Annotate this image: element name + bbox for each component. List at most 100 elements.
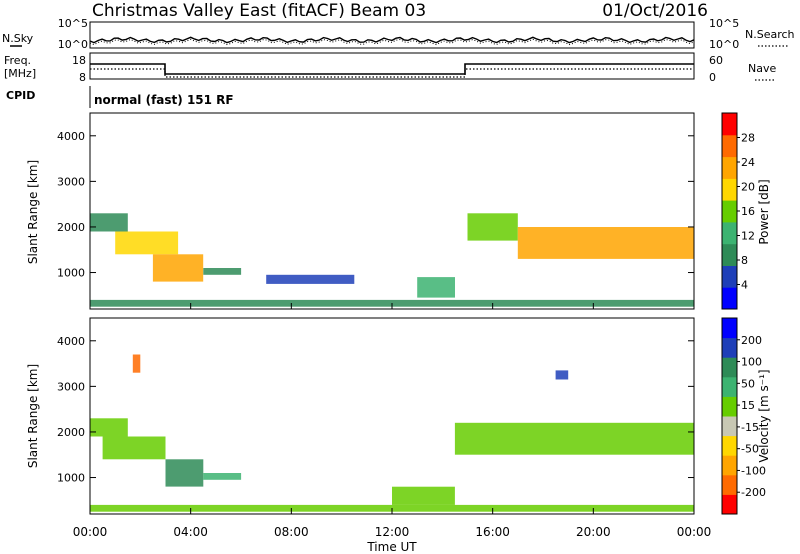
x-tick-label: 08:00	[274, 525, 309, 539]
y-tick-label: 3000	[57, 380, 85, 393]
noise-search-trace	[89, 38, 695, 46]
heatmap-region-5	[555, 370, 569, 380]
noise-left-tick-bottom: 10^0	[58, 38, 88, 51]
y-tick-label: 2000	[57, 426, 85, 439]
velocity-axes: 1000 2000 3000 4000	[57, 335, 694, 485]
heatmap-region-1	[115, 231, 179, 255]
power-heatmap-cells	[90, 213, 694, 307]
freq-left-unit: [MHz]	[4, 67, 36, 80]
heatmap-region-1	[102, 436, 166, 460]
x-tick-label: 20:00	[576, 525, 611, 539]
y-tick-label: 3000	[57, 175, 85, 188]
colorbar-tick-label: 15	[741, 399, 755, 412]
nave-tick-bottom: 0	[709, 71, 716, 84]
x-tick-label: 00:00	[73, 525, 108, 539]
x-tick-label: 04:00	[173, 525, 208, 539]
x-tick-label: 16:00	[475, 525, 510, 539]
x-axis-label: Time UT	[366, 540, 417, 554]
colorbar-swatch	[722, 396, 737, 417]
noise-right-tick-top: 10^5	[709, 17, 739, 30]
colorbar-swatch	[722, 221, 737, 245]
heatmap-region-6	[454, 422, 694, 455]
velocity-heatmap-cells	[90, 354, 694, 512]
colorbar-tick-label: -100	[741, 464, 766, 477]
heatmap-region-2	[152, 254, 204, 282]
colorbar-swatch	[722, 416, 737, 437]
heatmap-region-3	[203, 473, 242, 480]
colorbar-swatch	[722, 156, 737, 179]
colorbar-tick-label: 8	[741, 254, 748, 267]
heatmap-region-7	[392, 486, 455, 505]
noise-left-label: N.Sky	[2, 32, 34, 45]
heatmap-region-4	[132, 354, 141, 373]
colorbar-frame	[721, 317, 738, 515]
heatmap-region-3	[203, 268, 242, 275]
colorbar-tick-label: -15	[741, 421, 759, 434]
colorbar-swatch	[722, 287, 737, 310]
colorbar-tick-label: 24	[741, 156, 755, 169]
colorbar-tick-label: 4	[741, 279, 748, 292]
noise-sky-trace	[89, 36, 695, 44]
freq-trace	[90, 63, 694, 75]
colorbar-swatch	[722, 113, 737, 136]
noise-right-label: N.Search	[745, 28, 795, 41]
colorbar-tick-label: -200	[741, 486, 766, 499]
colorbar-tick-label: 50	[741, 377, 755, 390]
nave-label: Nave	[748, 62, 776, 75]
velocity-y-axis-label: Slant Range [km]	[26, 364, 40, 468]
heatmap-region-7	[517, 227, 694, 259]
power-y-axis-label: Slant Range [km]	[26, 160, 40, 264]
freq-tick-bottom: 8	[79, 71, 86, 84]
colorbar-swatch	[722, 337, 737, 358]
heatmap-region-5	[417, 277, 455, 298]
power-colorbar-label: Power [dB]	[757, 179, 771, 244]
cpid-label: CPID	[6, 89, 35, 102]
colorbar-tick-label: 200	[741, 334, 762, 347]
colorbar-tick-label: 100	[741, 356, 762, 369]
colorbar-tick-label: 28	[741, 132, 755, 145]
date-label: 01/Oct/2016	[602, 1, 708, 21]
plot-title: Christmas Valley East (fitACF)	[92, 1, 345, 21]
colorbar-swatch	[722, 357, 737, 378]
colorbar-tick-label: 12	[741, 230, 755, 243]
freq-left-label: Freq.	[4, 54, 31, 67]
heatmap-region-0	[90, 213, 128, 232]
y-tick-label: 1000	[57, 472, 85, 485]
colorbar-swatch	[722, 243, 737, 266]
colorbar-swatch	[722, 178, 737, 201]
beam-label: Beam 03	[350, 1, 426, 21]
nave-trace	[90, 68, 694, 78]
colorbar-swatch	[722, 494, 737, 515]
colorbar-swatch	[722, 200, 737, 223]
heatmap-region-2	[165, 459, 204, 487]
nave-tick-top: 60	[709, 54, 723, 67]
colorbar-swatch	[722, 134, 737, 158]
x-tick-label: 00:00	[677, 525, 712, 539]
heatmap-region-6	[467, 213, 518, 241]
colorbar-swatch	[722, 435, 737, 456]
colorbar-tick-label: -50	[741, 443, 759, 456]
colorbar-swatch	[722, 376, 737, 397]
heatmap-region-4	[266, 274, 355, 284]
x-tick-label: 12:00	[375, 525, 410, 539]
noise-left-tick-top: 10^5	[58, 17, 88, 30]
noise-panel-frame	[89, 21, 695, 49]
colorbar-swatch	[722, 318, 737, 339]
y-tick-label: 4000	[57, 130, 85, 143]
power-axes: 1000 2000 3000 4000	[57, 130, 694, 280]
noise-right-tick-bottom: 10^0	[709, 38, 739, 51]
y-tick-label: 4000	[57, 335, 85, 348]
y-tick-label: 1000	[57, 267, 85, 280]
colorbar-tick-label: 16	[741, 205, 755, 218]
velocity-colorbar: 200 100 50 15 -15 -50 -100 -200	[721, 317, 766, 515]
freq-panel-frame	[89, 52, 695, 80]
y-tick-label: 2000	[57, 221, 85, 234]
heatmap-region-0	[90, 418, 128, 437]
x-axis-ticks: 00:00 04:00 08:00 12:00 16:00 20:00 00:00	[73, 303, 712, 539]
colorbar-swatch	[722, 455, 737, 476]
freq-tick-top: 18	[72, 54, 86, 67]
power-colorbar: 28 24 20 16 12 8 4	[721, 112, 755, 310]
cpid-value: normal (fast) 151 RF	[94, 93, 234, 107]
colorbar-swatch	[722, 474, 737, 495]
